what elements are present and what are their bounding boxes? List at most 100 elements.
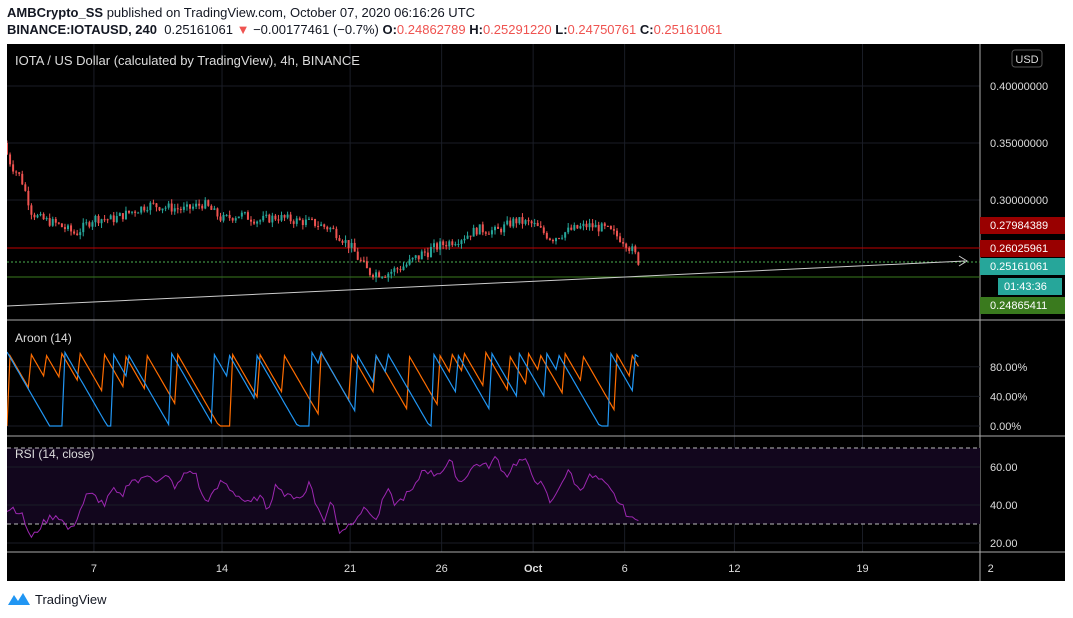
rsi-title: RSI (14, close) <box>15 447 94 461</box>
candle-body <box>79 232 82 236</box>
candle-body <box>567 227 570 233</box>
tradingview-logo[interactable]: TradingView <box>7 591 107 607</box>
candle-body <box>301 220 304 226</box>
candle-body <box>280 215 283 221</box>
candle-body <box>573 225 576 230</box>
chart-svg[interactable]: USD 0.40000000 0.35000000 0.30000000 0.27984… <box>6 44 1065 581</box>
price-label-bg <box>980 258 1065 275</box>
candle-body <box>158 207 161 211</box>
candle-body <box>131 211 134 213</box>
candle-body <box>170 203 173 212</box>
time-tick: 2 <box>988 563 994 575</box>
candle-body <box>362 260 365 262</box>
candle-body <box>219 216 222 221</box>
candle-body <box>411 257 414 260</box>
candle-body <box>387 273 390 278</box>
candle-body <box>454 244 457 246</box>
candle-body <box>585 223 588 228</box>
candle-body <box>594 224 597 228</box>
candle-body <box>609 225 612 230</box>
candle-body <box>335 228 338 239</box>
candle-body <box>27 190 30 206</box>
candle-body <box>210 205 213 210</box>
candle-body <box>298 218 301 221</box>
candle-body <box>307 218 310 220</box>
candle-body <box>414 255 417 258</box>
candle-body <box>612 229 615 231</box>
candle-body <box>600 223 603 232</box>
candle-body <box>225 214 228 216</box>
candle-body <box>530 221 533 224</box>
candle-body <box>365 261 368 269</box>
candle-body <box>545 232 548 239</box>
candle-body <box>356 251 359 260</box>
published-text: published on TradingView.com, October 07… <box>106 5 476 20</box>
candle-body <box>637 252 640 265</box>
candle-body <box>15 171 18 173</box>
time-tick: Oct <box>524 563 543 575</box>
currency-button <box>1011 49 1043 68</box>
rsi-tick: 20.00 <box>990 538 1018 550</box>
candle-body <box>433 243 435 248</box>
low-value: 0.24750761 <box>567 22 637 37</box>
candle-body <box>100 219 103 224</box>
candle-body <box>506 220 509 225</box>
candle-body <box>445 245 448 247</box>
candle-body <box>243 212 246 214</box>
chart-area[interactable]: USD 0.40000000 0.35000000 0.30000000 0.27984… <box>6 44 1065 581</box>
candle-body <box>405 264 408 267</box>
candle-body <box>329 227 332 230</box>
candle-body <box>390 271 393 274</box>
candle-body <box>262 215 265 221</box>
candle-body <box>606 225 609 227</box>
candle-body <box>250 219 252 222</box>
candle-body <box>423 251 426 253</box>
rsi-tick: 60.00 <box>990 462 1018 474</box>
candle-body <box>576 225 579 229</box>
main-title: IOTA / US Dollar (calculated by TradingV… <box>15 53 360 68</box>
last-price: 0.25161061 <box>164 22 233 37</box>
candle-body <box>176 208 179 210</box>
candle-body <box>152 202 155 204</box>
candle-body <box>12 164 15 172</box>
low-label: L: <box>555 22 568 37</box>
price-label: 0.27984389 <box>990 220 1048 232</box>
candle-body <box>161 208 164 211</box>
candle-body <box>259 220 262 222</box>
candle-body <box>9 154 12 165</box>
time-tick: 6 <box>622 563 628 575</box>
candle-body <box>134 211 137 213</box>
aroon-title: Aroon (14) <box>15 331 72 345</box>
candle-body <box>6 143 8 155</box>
time-tick: 12 <box>728 563 740 575</box>
candle-body <box>21 173 24 185</box>
high-value: 0.25291220 <box>482 22 552 37</box>
candle-body <box>484 232 487 234</box>
candle-body <box>204 200 207 209</box>
candle-body <box>289 214 292 222</box>
candle-body <box>536 222 539 227</box>
candle-body <box>146 210 149 212</box>
time-tick: 14 <box>216 563 228 575</box>
candle-body <box>216 208 219 217</box>
candle-body <box>347 240 350 248</box>
price-tick: 0.35000000 <box>990 138 1048 150</box>
rsi-tick: 40.00 <box>990 500 1018 512</box>
candle-body <box>121 213 124 220</box>
candle-body <box>237 216 240 219</box>
trend-arrow-icon <box>958 255 968 267</box>
candle-body <box>39 213 42 216</box>
candle-body <box>463 238 466 241</box>
price-label: 0.26025961 <box>990 243 1048 255</box>
candle-body <box>91 222 94 227</box>
author[interactable]: AMBCrypto_SS <box>7 5 104 20</box>
candle-body <box>76 233 79 236</box>
tradingview-logo-icon <box>8 593 30 605</box>
candle-body <box>341 240 344 243</box>
candle-body <box>378 272 381 278</box>
candle-body <box>286 214 289 218</box>
candle-body <box>137 212 140 214</box>
candle-body <box>402 266 405 271</box>
candle-body <box>323 224 326 227</box>
